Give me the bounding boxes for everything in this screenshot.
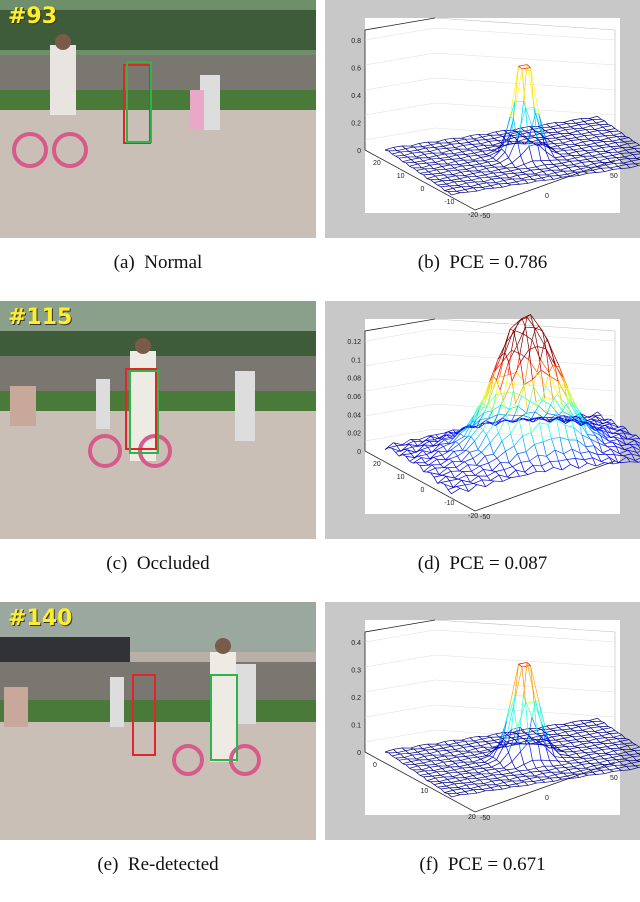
axis-box xyxy=(365,620,620,815)
tracking-scene xyxy=(0,0,316,238)
frame-number-label: #115 xyxy=(8,305,72,330)
photo-caption: (a) Normal xyxy=(0,252,316,274)
z-tick-label: 0.1 xyxy=(351,357,361,364)
response-surface-svg: 0 0.1 0.2 0.3 0.4 0 10 20 -50 0 50 xyxy=(325,602,640,840)
frame-number-label: #140 xyxy=(8,606,72,631)
photo-caption: (c) Occluded xyxy=(0,553,316,575)
x-tick-label: -50 xyxy=(480,815,490,822)
y-tick-label: 0 xyxy=(421,186,425,193)
tracking-scene xyxy=(0,602,316,840)
tracking-frame-photo: #93 xyxy=(0,0,316,238)
y-tick-label: -10 xyxy=(444,500,454,507)
response-surface-plot: 0 0.1 0.2 0.3 0.4 0 10 20 -50 0 50 xyxy=(325,602,640,840)
x-tick-label: -50 xyxy=(480,213,490,220)
z-tick-label: 0.8 xyxy=(351,38,361,45)
figure-row-2: #115 0 0.02 0.04 0.06 0.08 0.1 0.12 20 10 0 -10 -20… xyxy=(0,301,640,601)
tracking-frame-photo: #115 xyxy=(0,301,316,539)
photo-caption: (e) Re-detected xyxy=(0,854,316,876)
tracking-frame-photo: #140 xyxy=(0,602,316,840)
z-tick-label: 0.3 xyxy=(351,668,361,675)
plot-caption: (f) PCE = 0.671 xyxy=(325,854,640,876)
z-tick-label: 0.02 xyxy=(347,431,361,438)
plot-caption: (b) PCE = 0.786 xyxy=(325,252,640,274)
z-tick-label: 0.06 xyxy=(347,394,361,401)
person xyxy=(50,45,76,115)
response-surface-plot: 0 0.02 0.04 0.06 0.08 0.1 0.12 20 10 0 -10 -20-50 xyxy=(325,301,640,539)
plot-area xyxy=(365,620,620,815)
y-tick-label: 0 xyxy=(373,762,377,769)
z-tick-label: 0.08 xyxy=(347,376,361,383)
z-tick-label: 0.2 xyxy=(351,695,361,702)
response-surface-plot: 0 0.2 0.4 0.6 0.8 20 10 0 -10 -20-50 0 50 xyxy=(325,0,640,238)
y-tick-label: 0 xyxy=(421,487,425,494)
z-tick-label: 0 xyxy=(357,750,361,757)
y-tick-label: 10 xyxy=(421,788,429,795)
y-tick-label: -20 xyxy=(468,212,478,219)
figure-row-3: #140 0 0.1 0.2 0.3 0.4 0 10 20 -50 0 50 (e) Re-det… xyxy=(0,602,640,902)
y-tick-label: -10 xyxy=(444,199,454,206)
figure-row-1: #93 0 0.2 0.4 0.6 0.8 20 10 0 -10 -20-50 0 50 (a) N… xyxy=(0,0,640,300)
z-tick-label: 0.4 xyxy=(351,93,361,100)
x-tick-label: 0 xyxy=(545,193,549,200)
response-surface-svg: 0 0.2 0.4 0.6 0.8 20 10 0 -10 -20-50 0 50 xyxy=(325,0,640,238)
y-tick-label: 20 xyxy=(468,814,476,821)
plot-area xyxy=(365,18,620,213)
z-tick-label: 0 xyxy=(357,449,361,456)
z-tick-label: 0.6 xyxy=(351,66,361,73)
y-tick-label: 10 xyxy=(397,474,405,481)
z-tick-label: 0.12 xyxy=(347,339,361,346)
z-tick-label: 0.04 xyxy=(347,412,361,419)
y-tick-label: 20 xyxy=(373,461,381,468)
x-tick-label: 50 xyxy=(610,775,618,782)
person xyxy=(210,652,236,762)
axis-box xyxy=(365,18,620,213)
z-tick-label: 0.4 xyxy=(351,640,361,647)
response-surface-svg: 0 0.02 0.04 0.06 0.08 0.1 0.12 20 10 0 -10 -20-50 xyxy=(325,301,640,539)
tracking-scene xyxy=(0,301,316,539)
x-tick-label: 50 xyxy=(610,173,618,180)
y-tick-label: -20 xyxy=(468,513,478,520)
x-tick-label: 0 xyxy=(545,795,549,802)
y-tick-label: 20 xyxy=(373,160,381,167)
z-tick-label: 0.2 xyxy=(351,121,361,128)
x-tick-label: -50 xyxy=(480,514,490,521)
frame-number-label: #93 xyxy=(8,4,57,29)
z-tick-label: 0 xyxy=(357,148,361,155)
y-tick-label: 10 xyxy=(397,173,405,180)
z-tick-label: 0.1 xyxy=(351,723,361,730)
plot-caption: (d) PCE = 0.087 xyxy=(325,553,640,575)
